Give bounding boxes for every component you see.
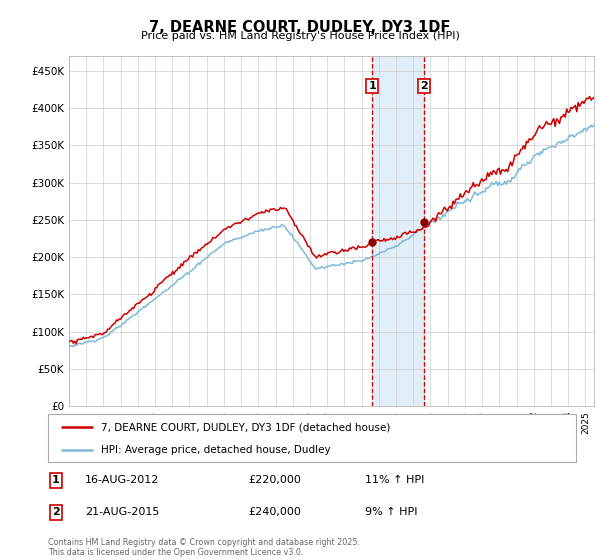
Text: Price paid vs. HM Land Registry's House Price Index (HPI): Price paid vs. HM Land Registry's House … <box>140 31 460 41</box>
Text: 2: 2 <box>52 507 60 517</box>
Text: 21-AUG-2015: 21-AUG-2015 <box>85 507 160 517</box>
Text: £240,000: £240,000 <box>248 507 302 517</box>
Text: £220,000: £220,000 <box>248 475 302 485</box>
Text: Contains HM Land Registry data © Crown copyright and database right 2025.
This d: Contains HM Land Registry data © Crown c… <box>48 538 360 557</box>
Text: 9% ↑ HPI: 9% ↑ HPI <box>365 507 418 517</box>
Text: 2: 2 <box>420 81 428 91</box>
Text: 7, DEARNE COURT, DUDLEY, DY3 1DF: 7, DEARNE COURT, DUDLEY, DY3 1DF <box>149 20 451 35</box>
Text: 16-AUG-2012: 16-AUG-2012 <box>85 475 160 485</box>
Bar <box>372 56 424 406</box>
Text: 11% ↑ HPI: 11% ↑ HPI <box>365 475 424 485</box>
Text: HPI: Average price, detached house, Dudley: HPI: Average price, detached house, Dudl… <box>101 445 331 455</box>
FancyBboxPatch shape <box>48 414 576 462</box>
Text: 7, DEARNE COURT, DUDLEY, DY3 1DF (detached house): 7, DEARNE COURT, DUDLEY, DY3 1DF (detach… <box>101 422 390 432</box>
Text: 1: 1 <box>52 475 60 485</box>
Text: 1: 1 <box>368 81 376 91</box>
